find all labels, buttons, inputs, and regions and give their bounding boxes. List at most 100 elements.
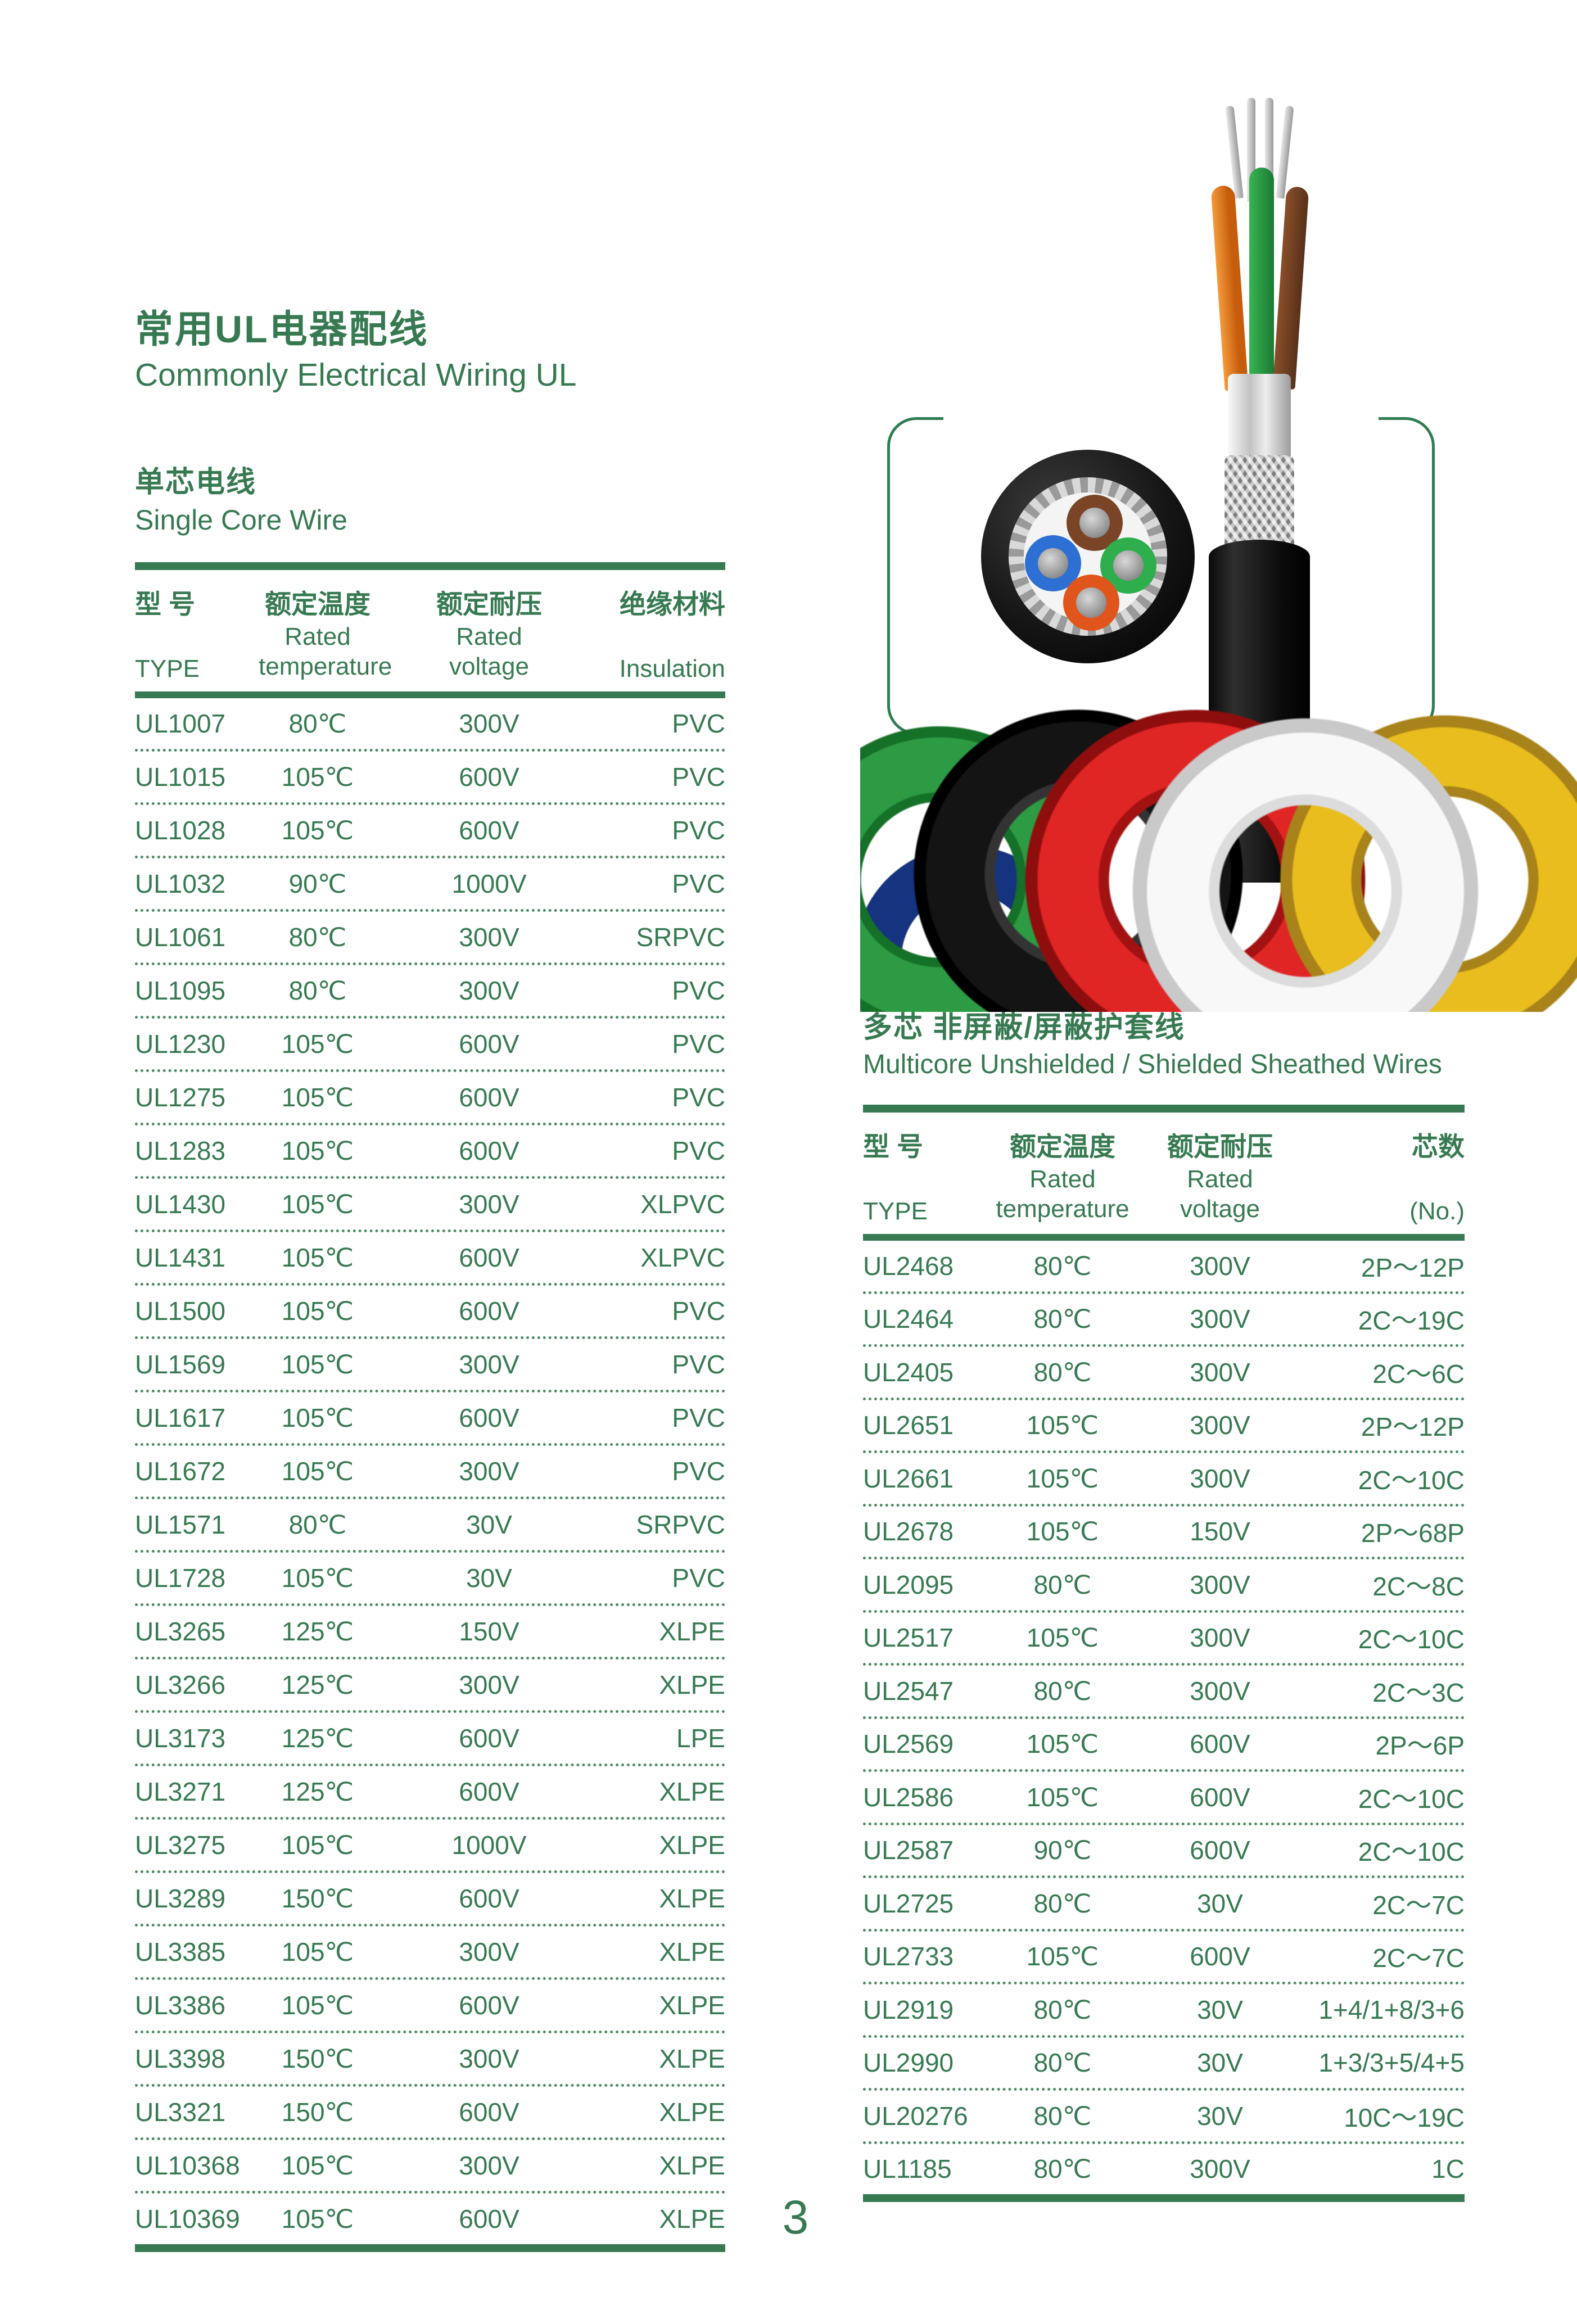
type-cell: UL2517	[863, 1623, 954, 1653]
table-row: UL1500 105℃ 600V PVC	[135, 1283, 725, 1336]
cores-cell: 2C～10C	[1358, 1784, 1465, 1814]
header-volt-en2: voltage	[449, 653, 529, 680]
green-wire	[1249, 168, 1274, 392]
table-row: UL1061 80℃ 300V SRPVC	[135, 909, 725, 962]
temperature-cell: 105℃	[281, 1991, 354, 2020]
voltage-cell: 300V	[459, 2044, 519, 2073]
type-cell: UL2678	[863, 1517, 954, 1547]
temperature-cell: 125℃	[281, 1724, 354, 1753]
table-row: UL1275 105℃ 600V PVC	[135, 1069, 725, 1123]
table-row: UL20276 80℃ 30V 10C～19C	[863, 2088, 1465, 2141]
type-cell: UL1007	[135, 709, 226, 738]
voltage-cell: 300V	[1190, 1623, 1250, 1653]
bare-conductor	[1225, 105, 1244, 199]
table-row: UL3271 125℃ 600V XLPE	[135, 1764, 725, 1817]
table-row: UL2733 105℃ 600V 2C～7C	[863, 1928, 1465, 1982]
type-cell: UL1571	[135, 1510, 226, 1539]
insulation-cell: PVC	[672, 1350, 725, 1379]
temperature-cell: 80℃	[1033, 1304, 1092, 1334]
voltage-cell: 1000V	[451, 869, 527, 898]
temperature-cell: 105℃	[281, 1350, 354, 1379]
temperature-cell: 125℃	[281, 1777, 354, 1806]
cores-cell: 2P～12P	[1361, 1412, 1465, 1442]
table-row: UL1430 105℃ 300V XLPVC	[135, 1176, 725, 1229]
temperature-cell: 105℃	[281, 1830, 354, 1860]
temperature-cell: 105℃	[281, 2151, 354, 2180]
header-type-en: TYPE	[863, 1197, 928, 1225]
voltage-cell: 300V	[459, 1350, 519, 1379]
voltage-cell: 600V	[459, 1136, 519, 1165]
voltage-cell: 600V	[459, 762, 519, 792]
header-type-zh: 型 号	[863, 1132, 924, 1161]
table-row: UL1185 80℃ 300V 1C	[863, 2141, 1465, 2195]
type-cell: UL1015	[135, 762, 226, 792]
temperature-cell: 150℃	[281, 2097, 354, 2127]
type-cell: UL3265	[135, 1617, 226, 1646]
page-number: 3	[782, 2191, 809, 2244]
table-row: UL2990 80℃ 30V 1+3/3+5/4+5	[863, 2034, 1465, 2088]
table-row: UL2661 105℃ 300V 2C～10C	[863, 1450, 1465, 1504]
insulation-cell: SRPVC	[636, 1510, 725, 1539]
cores-cell: 2C～10C	[1358, 1625, 1465, 1654]
type-cell: UL10368	[135, 2151, 240, 2180]
voltage-cell: 600V	[459, 816, 519, 845]
type-cell: UL1672	[135, 1457, 226, 1486]
insulation-cell: XLPVC	[640, 1190, 725, 1219]
cores-cell: 2C～6C	[1372, 1359, 1465, 1389]
temperature-cell: 105℃	[281, 1296, 354, 1326]
cores-cell: 2P～6P	[1375, 1731, 1465, 1761]
table-row: UL2547 80℃ 300V 2C～3C	[863, 1663, 1465, 1716]
table-row: UL1431 105℃ 600V XLPVC	[135, 1229, 725, 1283]
type-cell: UL1569	[135, 1350, 226, 1379]
voltage-cell: 600V	[1190, 1729, 1250, 1759]
insulation-cell: XLPE	[659, 2151, 725, 2180]
voltage-cell: 300V	[459, 976, 519, 1005]
voltage-cell: 30V	[1197, 1995, 1243, 2024]
voltage-cell: 30V	[466, 1563, 512, 1593]
table-row: UL10368 105℃ 300V XLPE	[135, 2137, 725, 2191]
insulation-cell: XLPE	[659, 1617, 725, 1646]
voltage-cell: 300V	[459, 1190, 519, 1219]
insulation-cell: XLPE	[659, 2044, 725, 2073]
temperature-cell: 80℃	[1033, 1888, 1092, 1918]
page-title-zh: 常用UL电器配线	[135, 308, 429, 351]
table-row: UL3321 150℃ 600V XLPE	[135, 2084, 725, 2137]
insulation-cell: PVC	[672, 1136, 725, 1165]
insulation-cell: XLPE	[659, 2097, 725, 2127]
header-col-cores: 芯数 (No.)	[1307, 1129, 1465, 1226]
temperature-cell: 105℃	[1026, 1782, 1099, 1812]
header-col-temp: 额定温度 Rated temperature	[992, 1129, 1133, 1226]
cores-cell: 2C～10C	[1358, 1465, 1465, 1495]
type-cell: UL20276	[863, 2101, 968, 2131]
voltage-cell: 30V	[1197, 2048, 1243, 2078]
type-cell: UL10369	[135, 2204, 240, 2233]
table-row: UL1728 105℃ 30V PVC	[135, 1550, 725, 1603]
orange-wire	[1210, 184, 1249, 392]
header-type-zh: 型 号	[135, 589, 196, 619]
temperature-cell: 105℃	[281, 1029, 354, 1059]
cores-cell: 2C～7C	[1372, 1890, 1465, 1920]
bare-conductor	[1276, 105, 1294, 199]
insulation-cell: SRPVC	[636, 923, 725, 952]
voltage-cell: 300V	[459, 709, 519, 738]
table-row: UL2678 105℃ 150V 2P～68P	[863, 1503, 1465, 1557]
insulation-cell: XLPE	[659, 1884, 725, 1913]
header-temp-en2: temperature	[996, 1195, 1129, 1223]
temperature-cell: 105℃	[281, 1136, 354, 1165]
single-core-table-header: 型 号 TYPE 额定温度 Rated temperature 额定耐压 Rat…	[135, 562, 725, 698]
type-cell: UL1430	[135, 1190, 226, 1219]
insulation-cell: XLPE	[659, 1830, 725, 1860]
voltage-cell: 300V	[1190, 1304, 1250, 1334]
type-cell: UL3398	[135, 2044, 226, 2073]
cores-cell: 10C～19C	[1344, 2103, 1465, 2132]
type-cell: UL1061	[135, 923, 226, 952]
table-row: UL1032 90℃ 1000V PVC	[135, 856, 725, 909]
cores-cell: 2P～68P	[1361, 1518, 1465, 1548]
table-row: UL10369 105℃ 600V XLPE	[135, 2191, 725, 2244]
header-temp-en1: Rated	[1029, 1165, 1096, 1193]
temperature-cell: 105℃	[281, 1563, 354, 1593]
temperature-cell: 80℃	[288, 923, 347, 952]
type-cell: UL2405	[863, 1357, 954, 1387]
insulation-cell: PVC	[672, 1403, 725, 1432]
type-cell: UL1617	[135, 1403, 226, 1432]
